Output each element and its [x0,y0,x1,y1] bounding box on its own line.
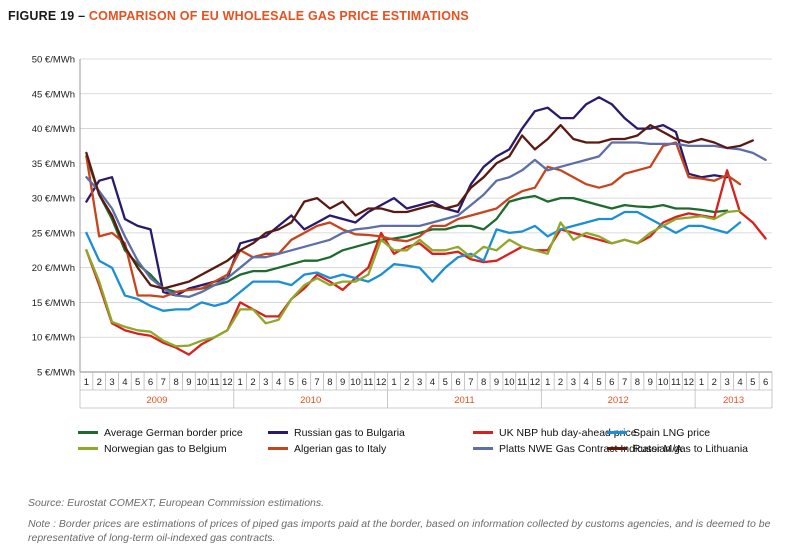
month-tick-label: 4 [430,377,435,388]
month-tick-label: 7 [161,377,166,388]
y-tick-label: 15 €/MWh [32,298,75,309]
y-tick-label: 10 €/MWh [32,333,75,344]
series-line [85,141,742,299]
month-tick-label: 10 [196,377,207,388]
y-tick-label: 35 €/MWh [32,159,75,170]
month-tick-label: 3 [109,377,114,388]
month-tick-label: 5 [135,377,140,388]
y-axis: 5 €/MWh 10 €/MWh 15 €/MWh 20 €/MWh 25 €/MWh 3… [32,55,81,379]
month-tick-label: 6 [455,377,460,388]
y-tick-label: 50 €/MWh [32,55,75,66]
month-tick-label: 11 [210,377,220,388]
month-tick-label: 11 [363,377,373,388]
month-tick-label: 1 [699,377,704,388]
legend-label: Russian gas to Bulgaria [294,427,405,439]
month-tick-label: 2 [97,377,102,388]
month-tick-label: 4 [122,377,127,388]
month-tick-label: 1 [391,377,396,388]
month-tick-label: 3 [417,377,422,388]
month-tick-label: 10 [504,377,515,388]
y-tick-label: 30 €/MWh [32,194,75,205]
month-tick-label: 12 [683,377,694,388]
series-line [85,209,742,348]
month-tick-label: 7 [314,377,319,388]
month-tick-label: 2 [558,377,563,388]
month-tick-label: 12 [530,377,541,388]
month-tick-label: 5 [750,377,755,388]
month-tick-label: 10 [658,377,669,388]
series-line [85,155,729,294]
month-tick-label: 9 [186,377,191,388]
month-tick-label: 6 [609,377,614,388]
month-tick-label: 4 [276,377,281,388]
y-tick-label: 40 €/MWh [32,124,75,135]
month-tick-label: 6 [763,377,768,388]
figure-title: FIGURE 19 – COMPARISON OF EU WHOLESALE G… [8,9,469,23]
series-line [85,96,729,297]
series-line [85,123,754,290]
month-tick-label: 9 [340,377,345,388]
month-tick-label: 6 [302,377,307,388]
month-tick-label: 12 [376,377,387,388]
month-tick-label: 2 [250,377,255,388]
series-line [85,169,767,356]
year-label: 2011 [454,395,474,406]
month-tick-label: 4 [584,377,589,388]
line-chart: 5 €/MWh 10 €/MWh 15 €/MWh 20 €/MWh 25 €/MWh 3… [32,55,773,455]
month-tick-label: 3 [724,377,729,388]
source-note: Source: Eurostat COMEXT, European Commis… [28,497,325,509]
y-tick-label: 5 €/MWh [37,368,75,379]
legend-label: Spain LNG price [633,427,710,439]
y-tick-label: 25 €/MWh [32,228,75,239]
month-tick-label: 10 [350,377,361,388]
month-tick-label: 8 [481,377,486,388]
year-label: 2010 [300,395,321,406]
footnote: Note : Border prices are estimations of … [28,518,771,544]
series-line [85,141,767,299]
month-tick-label: 9 [648,377,653,388]
figure-number: FIGURE 19 – [8,9,86,23]
month-tick-label: 8 [635,377,640,388]
year-label: 2013 [723,395,744,406]
month-tick-label: 6 [148,377,153,388]
month-tick-label: 2 [712,377,717,388]
y-tick-label: 20 €/MWh [32,263,75,274]
month-tick-label: 3 [571,377,576,388]
month-tick-label: 8 [327,377,332,388]
month-tick-label: 7 [622,377,627,388]
figure-title-text: COMPARISON OF EU WHOLESALE GAS PRICE EST… [88,9,469,23]
legend-label: UK NBP hub day-ahead price [499,427,637,439]
month-tick-label: 5 [443,377,448,388]
month-tick-label: 4 [737,377,742,388]
legend-label: Norwegian gas to Belgium [104,443,227,455]
x-axis: 1 2 3 4 5 6 7 8 9 10 11 12 1 2 3 4 5 6 7 8 9 10 11 12 1 2 3 4 5 6 7 8 9 1… [79,371,773,409]
month-tick-label: 1 [545,377,550,388]
month-tick-label: 1 [238,377,243,388]
series-line [85,210,742,312]
month-tick-label: 3 [263,377,268,388]
month-tick-label: 12 [222,377,233,388]
year-label: 2009 [146,395,167,406]
month-tick-label: 5 [596,377,601,388]
month-tick-label: 5 [289,377,294,388]
legend-label: Average German border price [104,427,243,439]
y-tick-label: 45 €/MWh [32,89,75,100]
legend-label: Platts NWE Gas Contract Indicator M/A [499,443,682,455]
month-tick-label: 7 [468,377,473,388]
legend-label: Russian gas to Lithuania [633,443,748,455]
year-label: 2012 [608,395,629,406]
legend: Average German border price Russian gas t… [78,427,748,455]
month-tick-label: 9 [494,377,499,388]
month-tick-label: 1 [84,377,89,388]
month-tick-label: 11 [517,377,527,388]
series-lines [85,96,767,356]
gridlines [80,58,772,373]
month-tick-label: 11 [671,377,681,388]
month-tick-label: 2 [404,377,409,388]
month-tick-label: 8 [173,377,178,388]
legend-label: Algerian gas to Italy [294,443,387,455]
